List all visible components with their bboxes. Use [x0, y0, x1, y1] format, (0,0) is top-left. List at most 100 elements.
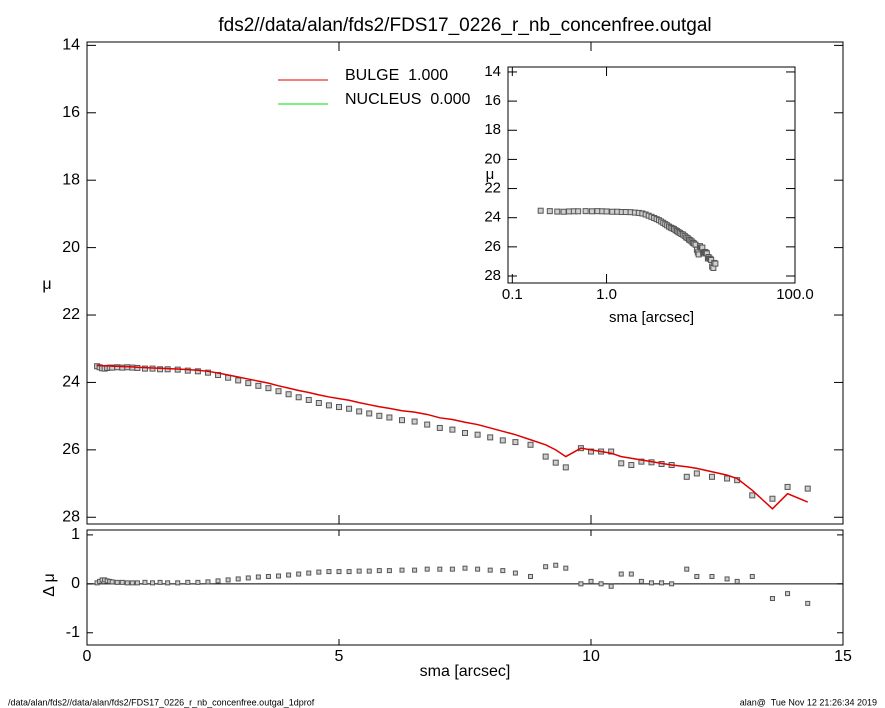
data-point — [474, 431, 481, 438]
footer-right: alan@ Tue Nov 12 21:26:34 2019 — [740, 697, 877, 707]
residual-point — [449, 566, 455, 572]
residual-point — [245, 575, 251, 581]
y-tick-label: 26 — [484, 238, 501, 255]
y-axis-label: μ — [42, 276, 51, 293]
data-point — [487, 434, 494, 441]
data-point — [693, 470, 700, 477]
residual-point — [734, 578, 740, 584]
residual-point — [276, 573, 282, 579]
residual-point — [598, 581, 604, 587]
residual-point — [628, 571, 634, 577]
residual-point — [608, 583, 614, 589]
residual-point — [205, 579, 211, 585]
residual-point — [709, 573, 715, 579]
data-point — [588, 448, 594, 455]
y-tick-label: 22 — [62, 306, 80, 323]
x-tick-label: 10 — [582, 648, 600, 665]
residual-point — [553, 562, 559, 568]
data-point — [499, 437, 506, 444]
x-tick-label: 1.0 — [596, 286, 617, 303]
legend-label: BULGE 1.000 — [345, 67, 448, 84]
data-point — [275, 388, 282, 395]
y-tick-label: 14 — [62, 37, 80, 54]
y-tick-label: 20 — [62, 239, 80, 256]
data-point — [157, 366, 164, 373]
y-tick-label: 1 — [71, 526, 80, 543]
residual-point — [165, 580, 171, 586]
data-point — [542, 453, 549, 460]
y-tick-label: 26 — [62, 441, 80, 458]
y-tick-label: 28 — [484, 267, 501, 284]
residual-point — [437, 566, 443, 572]
data-point — [552, 459, 559, 466]
residual-point — [399, 567, 405, 573]
data-point — [356, 408, 363, 415]
y-tick-label: 16 — [62, 104, 80, 121]
data-point — [411, 418, 418, 425]
residual-point — [346, 569, 352, 575]
data-point — [141, 365, 148, 372]
data-point — [424, 421, 431, 428]
residual-point — [185, 579, 191, 585]
x-axis-label: sma [arcsec] — [420, 663, 511, 680]
data-point — [285, 391, 292, 398]
inset-point — [609, 208, 616, 215]
residual-point — [215, 578, 221, 584]
residual-point — [638, 578, 644, 584]
residual-point — [769, 596, 775, 602]
data-point — [235, 377, 242, 384]
residual-point — [134, 580, 140, 586]
inset-point — [594, 208, 601, 215]
residual-point — [235, 576, 241, 582]
data-point — [449, 426, 456, 433]
residual-point — [306, 570, 312, 576]
residual-point — [225, 577, 231, 583]
data-point — [708, 473, 715, 480]
residual-point — [578, 581, 584, 587]
residual-point — [785, 591, 791, 597]
data-point — [749, 492, 756, 499]
data-point — [436, 424, 443, 431]
data-point — [724, 475, 731, 482]
data-point — [204, 369, 211, 376]
residual-point — [286, 572, 292, 578]
data-point — [255, 382, 262, 389]
data-point — [265, 385, 272, 392]
residual-point — [512, 570, 518, 576]
inset-point — [588, 208, 595, 215]
residual-point — [296, 571, 302, 577]
residual-point — [109, 579, 115, 585]
residual-point — [316, 569, 322, 575]
inset-point — [582, 208, 589, 215]
inset-point — [575, 208, 582, 215]
residual-point — [543, 564, 549, 570]
residual-point — [255, 574, 261, 580]
inset-point — [712, 260, 719, 267]
y-tick-label: -1 — [66, 624, 80, 641]
residual-point — [528, 573, 534, 579]
residual-point — [684, 566, 690, 572]
residual-point — [805, 600, 811, 606]
residual-point — [462, 565, 468, 571]
inset-point — [622, 209, 629, 216]
chart-title: fds2//data/alan/fds2/FDS17_0226_r_nb_con… — [218, 15, 711, 36]
data-point — [295, 394, 302, 401]
data-point — [769, 495, 776, 502]
data-point — [376, 412, 383, 419]
inset-point — [554, 208, 561, 215]
data-point — [628, 462, 635, 469]
data-point — [386, 414, 393, 421]
inset-point — [546, 208, 553, 215]
inset-point — [603, 208, 610, 215]
data-point — [562, 464, 569, 471]
y-tick-label: 18 — [62, 171, 80, 188]
data-point — [346, 405, 353, 412]
plot-frame — [86, 529, 844, 646]
residual-point — [129, 580, 135, 586]
y-tick-label: 18 — [484, 121, 501, 138]
data-point — [305, 396, 312, 403]
plot-frame — [86, 41, 844, 525]
data-point — [683, 473, 690, 480]
